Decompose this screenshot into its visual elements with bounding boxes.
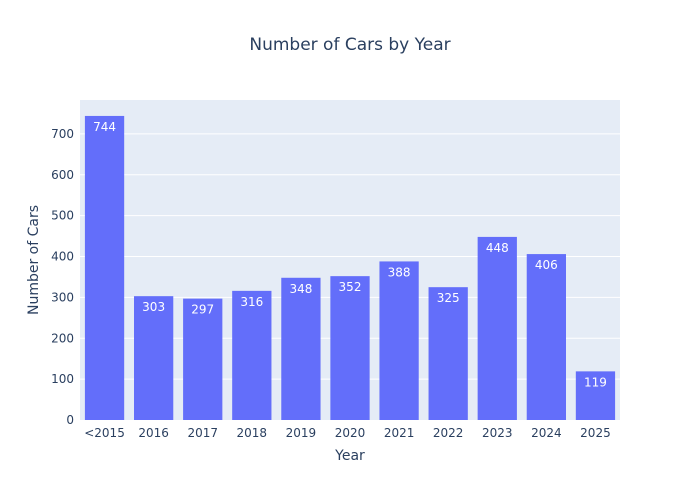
bars	[84, 115, 616, 421]
bar-value-label: 303	[142, 300, 165, 314]
bar-value-label: 119	[584, 375, 607, 389]
bar-value-label: 316	[240, 295, 263, 309]
bar	[428, 287, 468, 420]
bar	[379, 261, 419, 420]
bar	[575, 371, 616, 420]
x-axis-title: Year	[334, 448, 365, 464]
bar-value-label: 352	[339, 280, 362, 294]
y-axis-ticks: 0 100 200 300 400 500 600 700	[51, 127, 74, 427]
y-tick-label: 700	[51, 127, 74, 141]
x-tick-label: 2018	[237, 426, 268, 440]
x-tick-label: 2022	[433, 426, 464, 440]
y-tick-label: 200	[51, 331, 74, 345]
bar	[183, 298, 223, 420]
x-tick-label: 2024	[531, 426, 562, 440]
x-tick-label: 2021	[384, 426, 415, 440]
bar-value-label: 325	[437, 291, 460, 305]
y-tick-label: 100	[51, 372, 74, 386]
y-axis-title: Number of Cars	[26, 205, 42, 315]
x-tick-label: 2016	[138, 426, 169, 440]
x-tick-label: <2015	[84, 426, 125, 440]
bar-value-label: 406	[535, 258, 558, 272]
y-tick-label: 500	[51, 209, 74, 223]
bar	[232, 290, 272, 420]
bar-value-label: 388	[388, 265, 411, 279]
bar	[281, 277, 321, 420]
bar	[330, 276, 370, 420]
bar-value-label: 297	[191, 303, 214, 317]
y-tick-label: 600	[51, 168, 74, 182]
x-tick-label: 2017	[187, 426, 218, 440]
x-tick-label: 2025	[580, 426, 611, 440]
x-tick-label: 2019	[286, 426, 317, 440]
data-labels: 744 303 297 316 348 352 388 325 448 406 119	[93, 120, 607, 389]
bar-value-label: 348	[289, 282, 312, 296]
x-tick-label: 2020	[335, 426, 366, 440]
bar	[134, 296, 174, 420]
chart-title: Number of Cars by Year	[249, 35, 450, 55]
bar	[477, 236, 517, 420]
y-tick-label: 400	[51, 250, 74, 264]
bar	[526, 254, 566, 420]
bar-value-label: 744	[93, 120, 116, 134]
bar	[84, 115, 125, 421]
y-tick-label: 300	[51, 290, 74, 304]
y-tick-label: 0	[66, 413, 74, 427]
x-axis-ticks: <2015 2016 2017 2018 2019 2020 2021 2022 2023 202…	[84, 426, 610, 440]
bar-value-label: 448	[486, 241, 509, 255]
x-tick-label: 2023	[482, 426, 513, 440]
